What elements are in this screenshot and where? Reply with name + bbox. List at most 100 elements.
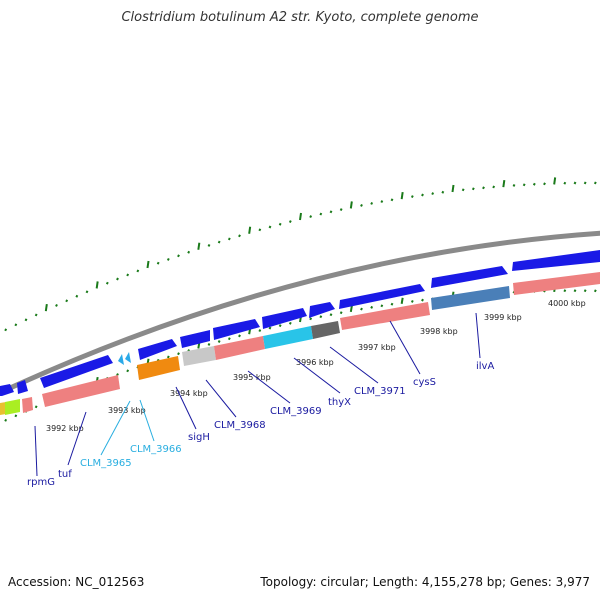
tick-mark bbox=[65, 299, 69, 303]
tick-mark bbox=[95, 281, 99, 289]
gene-label[interactable]: tuf bbox=[58, 469, 72, 480]
cds-feature[interactable] bbox=[17, 380, 28, 394]
tick-mark bbox=[44, 303, 48, 312]
tick-mark bbox=[248, 226, 252, 234]
scale-label: 3999 kbp bbox=[484, 313, 522, 322]
tick-mark bbox=[360, 307, 363, 311]
cds-feature[interactable] bbox=[262, 308, 307, 329]
tick-mark bbox=[238, 234, 241, 238]
tick-mark bbox=[502, 179, 506, 188]
tick-mark bbox=[55, 303, 58, 307]
genome-backbone bbox=[0, 230, 600, 396]
tick-mark bbox=[24, 318, 28, 322]
tick-mark bbox=[583, 181, 587, 185]
tick-mark bbox=[573, 181, 577, 185]
tick-mark bbox=[431, 192, 435, 196]
tick-mark bbox=[421, 298, 424, 302]
tick-mark bbox=[116, 277, 119, 281]
tick-mark bbox=[370, 201, 374, 205]
cds-feature[interactable] bbox=[138, 339, 177, 360]
tick-mark bbox=[299, 212, 302, 221]
tick-mark bbox=[238, 334, 241, 338]
cds-feature[interactable] bbox=[180, 330, 210, 348]
cds-lower[interactable] bbox=[513, 272, 600, 295]
tick-mark bbox=[339, 311, 343, 315]
tick-mark bbox=[85, 290, 89, 294]
gene-leader-line bbox=[139, 399, 155, 442]
cds-feature[interactable] bbox=[0, 384, 14, 396]
tick-mark bbox=[166, 257, 170, 261]
cds-feature[interactable] bbox=[339, 284, 425, 309]
tick-mark bbox=[4, 418, 8, 422]
gene-label[interactable]: CLM_3969 bbox=[270, 406, 322, 417]
tick-mark bbox=[380, 200, 384, 204]
cds-feature[interactable] bbox=[40, 355, 113, 388]
gene-label[interactable]: cysS bbox=[413, 377, 436, 388]
cds-feature[interactable] bbox=[118, 354, 124, 365]
scale-label: 3993 kbp bbox=[108, 406, 146, 415]
tick-mark bbox=[380, 304, 384, 308]
tick-mark bbox=[339, 208, 343, 212]
gene-leader-line bbox=[475, 312, 481, 359]
tick-mark bbox=[309, 317, 313, 321]
tick-mark bbox=[471, 187, 475, 191]
reverse-strand-features bbox=[0, 272, 600, 415]
tick-mark bbox=[390, 198, 394, 202]
tick-mark bbox=[593, 289, 597, 293]
tick-mark bbox=[126, 369, 130, 373]
cds-lower[interactable] bbox=[137, 356, 180, 380]
cds-feature[interactable] bbox=[431, 266, 508, 288]
scale-label-layer: 3992 kbp 3993 kbp 3994 kbp 3995 kbp 3996 kbp… bbox=[46, 299, 586, 433]
tick-mark bbox=[116, 373, 119, 376]
tick-mark bbox=[573, 289, 577, 293]
cds-lower[interactable] bbox=[182, 346, 216, 366]
tick-mark bbox=[34, 313, 38, 317]
tick-mark bbox=[278, 222, 282, 226]
tick-mark bbox=[512, 183, 516, 187]
cds-feature[interactable] bbox=[309, 302, 335, 318]
cds-lower[interactable] bbox=[340, 302, 430, 330]
gene-label[interactable]: sigH bbox=[188, 432, 210, 443]
cds-feature[interactable] bbox=[125, 352, 131, 363]
gene-label[interactable]: CLM_3966 bbox=[130, 444, 182, 455]
tick-mark bbox=[34, 405, 38, 409]
tick-mark bbox=[563, 289, 567, 293]
gene-label[interactable]: CLM_3965 bbox=[80, 458, 132, 469]
gene-label[interactable]: thyX bbox=[328, 397, 351, 408]
tick-mark bbox=[410, 299, 414, 303]
cds-lower[interactable] bbox=[214, 336, 265, 360]
gene-label[interactable]: CLM_3971 bbox=[354, 386, 406, 397]
tick-mark bbox=[268, 225, 272, 229]
cds-lower[interactable] bbox=[263, 326, 313, 349]
gene-label[interactable]: ilvA bbox=[476, 361, 494, 372]
gene-leader-line bbox=[205, 379, 237, 418]
tick-mark bbox=[146, 260, 150, 269]
cds-feature[interactable] bbox=[213, 319, 260, 340]
tick-mark bbox=[319, 212, 323, 216]
tick-mark bbox=[217, 240, 221, 244]
tick-mark bbox=[492, 185, 496, 189]
tick-mark bbox=[410, 195, 414, 198]
cds-lower[interactable] bbox=[311, 321, 340, 339]
tick-mark bbox=[461, 188, 465, 192]
gene-label[interactable]: rpmG bbox=[27, 477, 55, 488]
outer-tick-ring bbox=[4, 177, 597, 332]
tick-mark bbox=[482, 186, 485, 190]
tick-mark bbox=[522, 183, 526, 187]
gene-label[interactable]: CLM_3968 bbox=[214, 420, 266, 431]
rna-feature bbox=[0, 402, 6, 415]
tick-mark bbox=[563, 181, 567, 185]
tick-mark bbox=[329, 313, 333, 317]
cds-lower[interactable] bbox=[431, 286, 510, 310]
scale-label: 3994 kbp bbox=[170, 389, 208, 398]
tick-mark bbox=[349, 201, 353, 209]
gene-leader-line bbox=[67, 411, 87, 466]
scale-label: 3992 kbp bbox=[46, 424, 84, 433]
tick-mark bbox=[14, 414, 18, 418]
gene-leader-line bbox=[100, 400, 131, 456]
scale-label: 3996 kbp bbox=[296, 358, 334, 367]
tick-mark bbox=[553, 177, 557, 185]
cds-feature[interactable] bbox=[512, 250, 600, 271]
tick-mark bbox=[166, 355, 170, 359]
tick-mark bbox=[278, 324, 282, 328]
